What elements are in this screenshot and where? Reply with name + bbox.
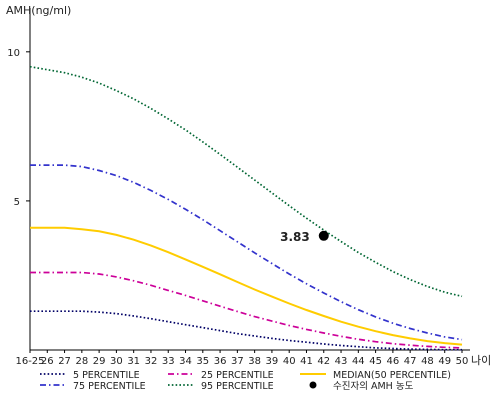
x-tick-label: 35 <box>196 356 209 367</box>
x-tick-label: 46 <box>387 356 400 367</box>
x-tick-label: 31 <box>127 356 140 367</box>
x-tick-label: 34 <box>179 356 192 367</box>
legend-label: 수진자의 AMH 농도 <box>333 381 414 392</box>
x-tick-label: 16-25 <box>15 356 44 367</box>
x-tick-label: 33 <box>162 356 175 367</box>
series-line <box>30 226 463 346</box>
x-tick-label: 37 <box>231 356 244 367</box>
x-tick-label: 44 <box>352 356 365 367</box>
x-tick-label: 38 <box>248 356 261 367</box>
series-line <box>30 271 463 349</box>
axes: AMH(ng/ml) 나이 <box>6 4 491 367</box>
series-line <box>30 164 463 341</box>
legend: 5 PERCENTILE 25 PERCENTILE MEDIAN(50 PERCE… <box>40 370 451 392</box>
legend-label: 75 PERCENTILE <box>73 381 146 392</box>
x-tick-label: 49 <box>438 356 451 367</box>
x-tick-label: 26 <box>41 356 54 367</box>
legend-label: MEDIAN(50 PERCENTILE) <box>333 370 451 381</box>
x-tick-label: 40 <box>283 356 296 367</box>
y-tick-label: 10 <box>7 48 20 59</box>
x-axis-label: 나이 <box>471 354 491 367</box>
x-tick-label: 30 <box>110 356 123 367</box>
y-tick-label: 5 <box>14 197 20 208</box>
patient-amh-value-label: 3.83 <box>280 230 310 244</box>
x-tick-label: 48 <box>421 356 434 367</box>
x-tick-label: 41 <box>300 356 313 367</box>
annotations: 3.83 <box>280 230 329 244</box>
x-tick-label: 47 <box>404 356 417 367</box>
x-tick-label: 50 <box>456 356 469 367</box>
legend-label: 95 PERCENTILE <box>201 381 274 392</box>
x-tick-label: 36 <box>214 356 227 367</box>
legend-label: 5 PERCENTILE <box>73 370 140 381</box>
series-lines <box>29 65 463 351</box>
x-tick-label: 42 <box>317 356 330 367</box>
y-ticks: 5 10 <box>7 48 30 208</box>
series-line <box>29 65 463 298</box>
x-tick-label: 28 <box>75 356 88 367</box>
series-line <box>30 310 462 351</box>
y-axis-label: AMH(ng/ml) <box>6 4 71 17</box>
legend-marker <box>309 381 317 389</box>
x-tick-label: 29 <box>93 356 106 367</box>
x-tick-label: 32 <box>145 356 158 367</box>
x-tick-label: 45 <box>369 356 382 367</box>
x-tick-label: 39 <box>266 356 279 367</box>
x-tick-label: 27 <box>58 356 71 367</box>
legend-label: 25 PERCENTILE <box>201 370 274 381</box>
x-tick-label: 43 <box>335 356 348 367</box>
patient-amh-marker <box>318 230 329 241</box>
